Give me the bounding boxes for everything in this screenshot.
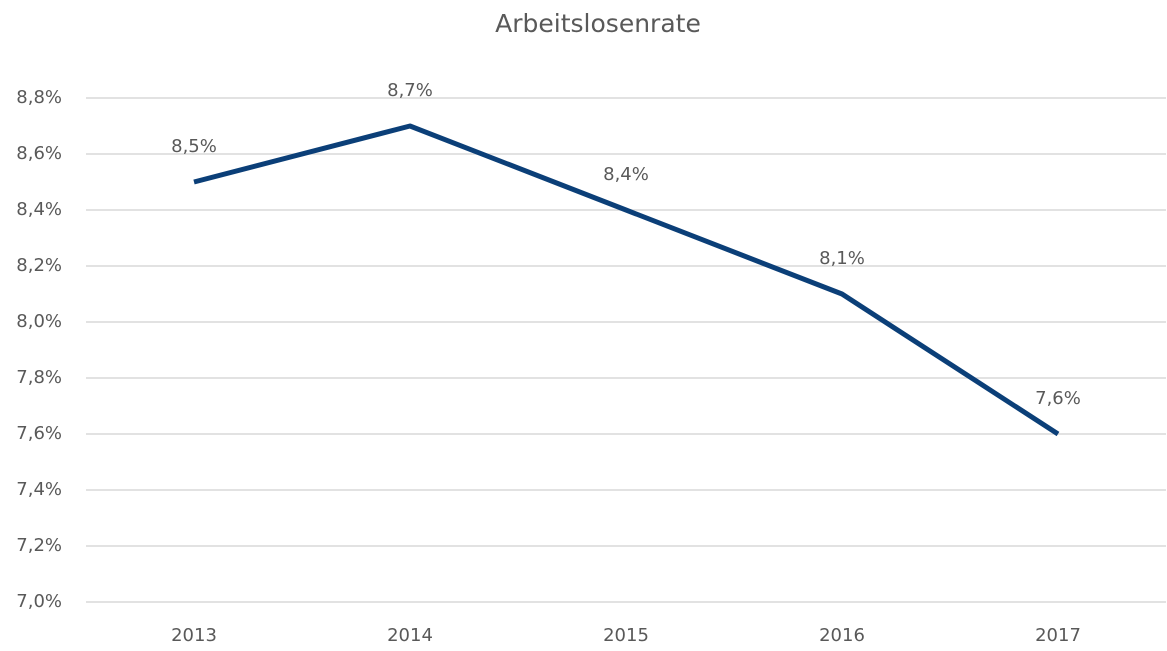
y-tick-label: 7,6% [16, 423, 62, 444]
x-tick-label: 2014 [387, 625, 433, 646]
x-tick-label: 2016 [819, 625, 865, 646]
line [193, 123, 1060, 437]
y-tick-label: 8,0% [16, 311, 62, 332]
y-tick-label: 7,8% [16, 367, 62, 388]
data-label: 8,7% [387, 80, 433, 101]
chart-title: Arbeitslosenrate [495, 9, 701, 38]
x-tick-label: 2013 [171, 625, 217, 646]
y-tick-label: 7,4% [16, 479, 62, 500]
y-tick-label: 8,8% [16, 87, 62, 108]
y-tick-label: 8,4% [16, 199, 62, 220]
y-tick-label: 7,0% [16, 591, 62, 612]
y-tick-label: 8,6% [16, 143, 62, 164]
y-tick-label: 7,2% [16, 535, 62, 556]
x-tick-label: 2015 [603, 625, 649, 646]
data-label: 8,5% [171, 136, 217, 157]
data-label: 8,4% [603, 164, 649, 185]
x-tick-label: 2017 [1035, 625, 1081, 646]
data-label: 8,1% [819, 248, 865, 269]
y-tick-label: 8,2% [16, 255, 62, 276]
data-label: 7,6% [1035, 388, 1081, 409]
